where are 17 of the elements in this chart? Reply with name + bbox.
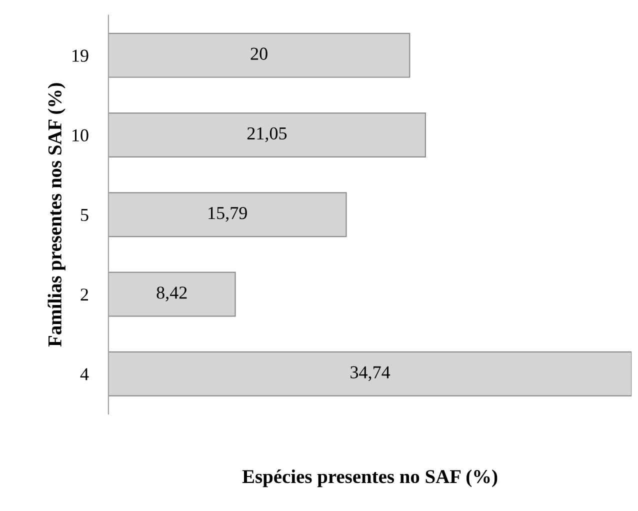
bar	[108, 351, 632, 396]
data-label: 20	[250, 48, 268, 60]
bar	[108, 112, 426, 158]
y-tick-label: 2	[80, 288, 88, 301]
data-label: 8,42	[156, 286, 187, 302]
y-tick-label: 5	[81, 209, 88, 222]
data-label: 21,05	[247, 127, 287, 142]
bar	[108, 192, 347, 238]
y-tick-label: 4	[80, 368, 89, 380]
bar	[108, 32, 410, 78]
data-label: 15,79	[208, 207, 247, 222]
data-label: 34,74	[350, 366, 390, 382]
y-axis-title: Famílias presentes nos SAF (%)	[48, 83, 66, 347]
y-tick-label: 19	[72, 50, 88, 62]
y-tick-label: 10	[72, 129, 88, 142]
x-axis-title: Espécies presentes no SAF (%)	[242, 469, 498, 488]
bar	[108, 272, 236, 317]
